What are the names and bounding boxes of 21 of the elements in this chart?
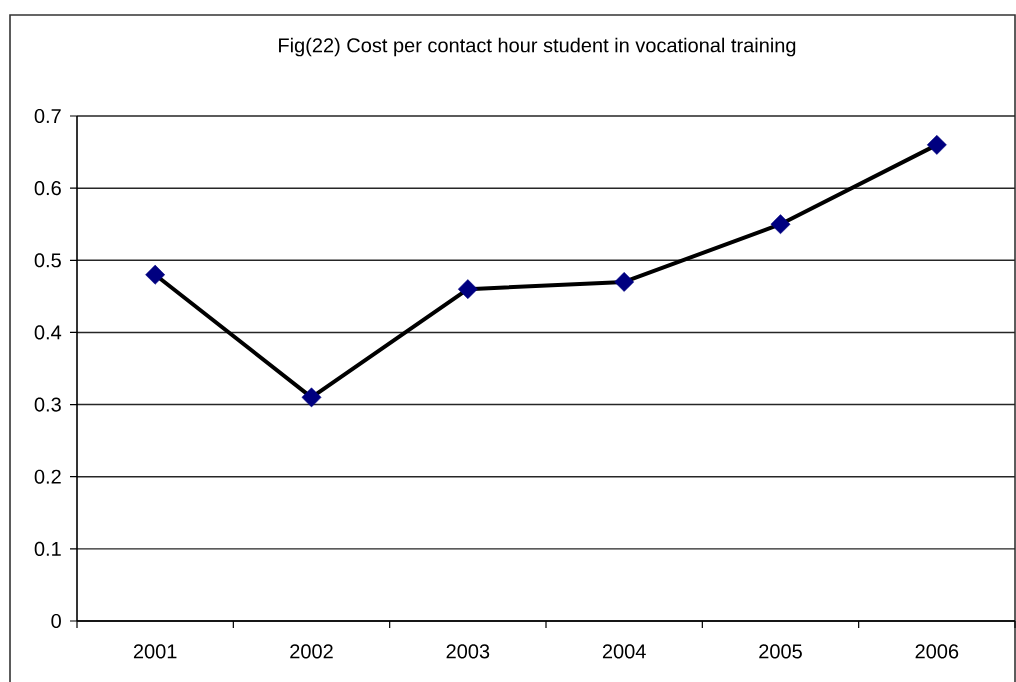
x-tick-label: 2004	[602, 644, 646, 659]
x-tick-label: 2002	[290, 644, 333, 659]
x-tick-label: 2006	[915, 644, 959, 659]
point	[457, 279, 478, 300]
x-tick-label: 2005	[759, 644, 802, 659]
y-tick-label: 0.7	[34, 108, 61, 124]
chart-title: Fig(22) Cost per contact hour student in vocational training	[279, 37, 796, 57]
y-tick-label: 0.4	[34, 325, 62, 340]
y-tick-label: 0.6	[34, 181, 61, 196]
y-tick-label: 0.5	[34, 253, 61, 268]
y-tick-label: 0.1	[34, 541, 61, 556]
x-tick-label: 2003	[446, 644, 490, 659]
y-tick-label: 0.2	[34, 469, 61, 484]
y-tick-label: 0.3	[34, 397, 61, 412]
point	[926, 134, 947, 155]
x-tick-label: 2001	[133, 644, 177, 659]
point	[614, 272, 635, 292]
point	[301, 387, 322, 408]
point	[145, 264, 166, 285]
y-tick-label: 0	[51, 613, 61, 629]
point	[770, 214, 791, 235]
